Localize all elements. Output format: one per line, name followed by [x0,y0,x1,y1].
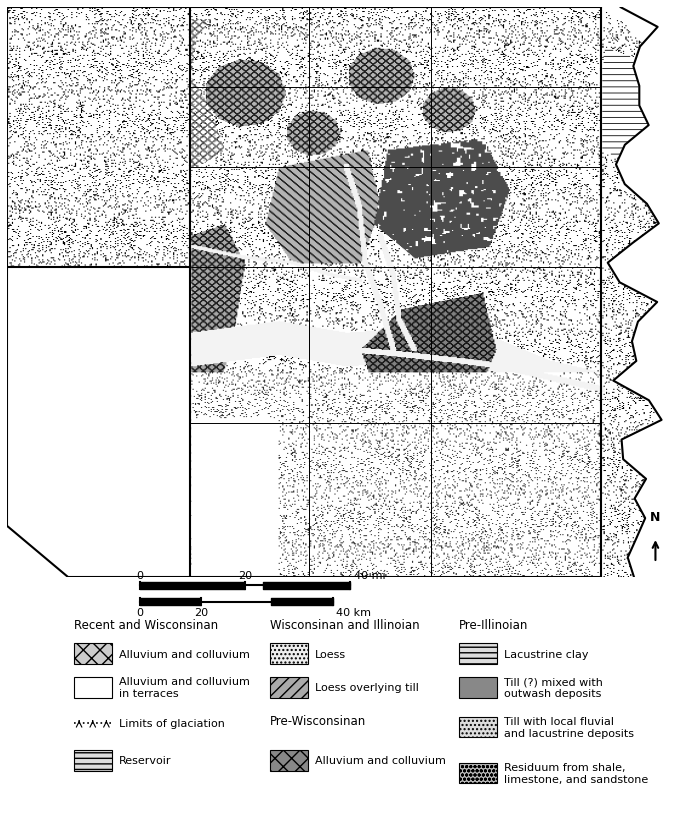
Text: Residuum from shale,
limestone, and sandstone: Residuum from shale, limestone, and sand… [504,762,648,784]
Text: 20: 20 [194,607,209,617]
Bar [270,677,308,698]
Text: Loess: Loess [315,649,346,659]
Text: Alluvium and colluvium
in terraces: Alluvium and colluvium in terraces [119,676,250,699]
Text: Recent and Wisconsinan: Recent and Wisconsinan [74,618,218,631]
Text: Pre-Illinoian: Pre-Illinoian [458,618,528,631]
Text: 0: 0 [136,571,144,581]
Bar [458,644,497,664]
Bar [74,750,112,771]
Bar [74,677,112,698]
Bar [270,644,308,664]
Polygon shape [7,267,190,352]
Bar [270,750,308,771]
Text: Till with local fluvial
and lacustrine deposits: Till with local fluvial and lacustrine d… [504,717,634,738]
Text: Pre-Wisconsinan: Pre-Wisconsinan [270,714,365,727]
Text: Alluvium and colluvium: Alluvium and colluvium [315,756,446,766]
Text: 20: 20 [238,571,252,581]
Bar [458,677,497,698]
Text: Lacustrine clay: Lacustrine clay [504,649,589,659]
Text: Loess overlying till: Loess overlying till [315,682,419,692]
Bar [74,644,112,664]
Bar [458,717,497,738]
Text: Till (?) mixed with
outwash deposits: Till (?) mixed with outwash deposits [504,676,603,699]
Text: Wisconsinan and Illinoian: Wisconsinan and Illinoian [270,618,419,631]
Text: Reservoir: Reservoir [119,756,172,766]
Text: N: N [650,510,661,523]
Text: 40 mi: 40 mi [354,571,385,581]
Bar [458,762,497,784]
Text: Alluvium and colluvium: Alluvium and colluvium [119,649,250,659]
Text: Limits of glaciation: Limits of glaciation [119,718,225,728]
Polygon shape [601,8,700,577]
Text: 0: 0 [136,607,144,617]
Polygon shape [7,352,190,577]
Text: 40 km: 40 km [336,607,371,617]
